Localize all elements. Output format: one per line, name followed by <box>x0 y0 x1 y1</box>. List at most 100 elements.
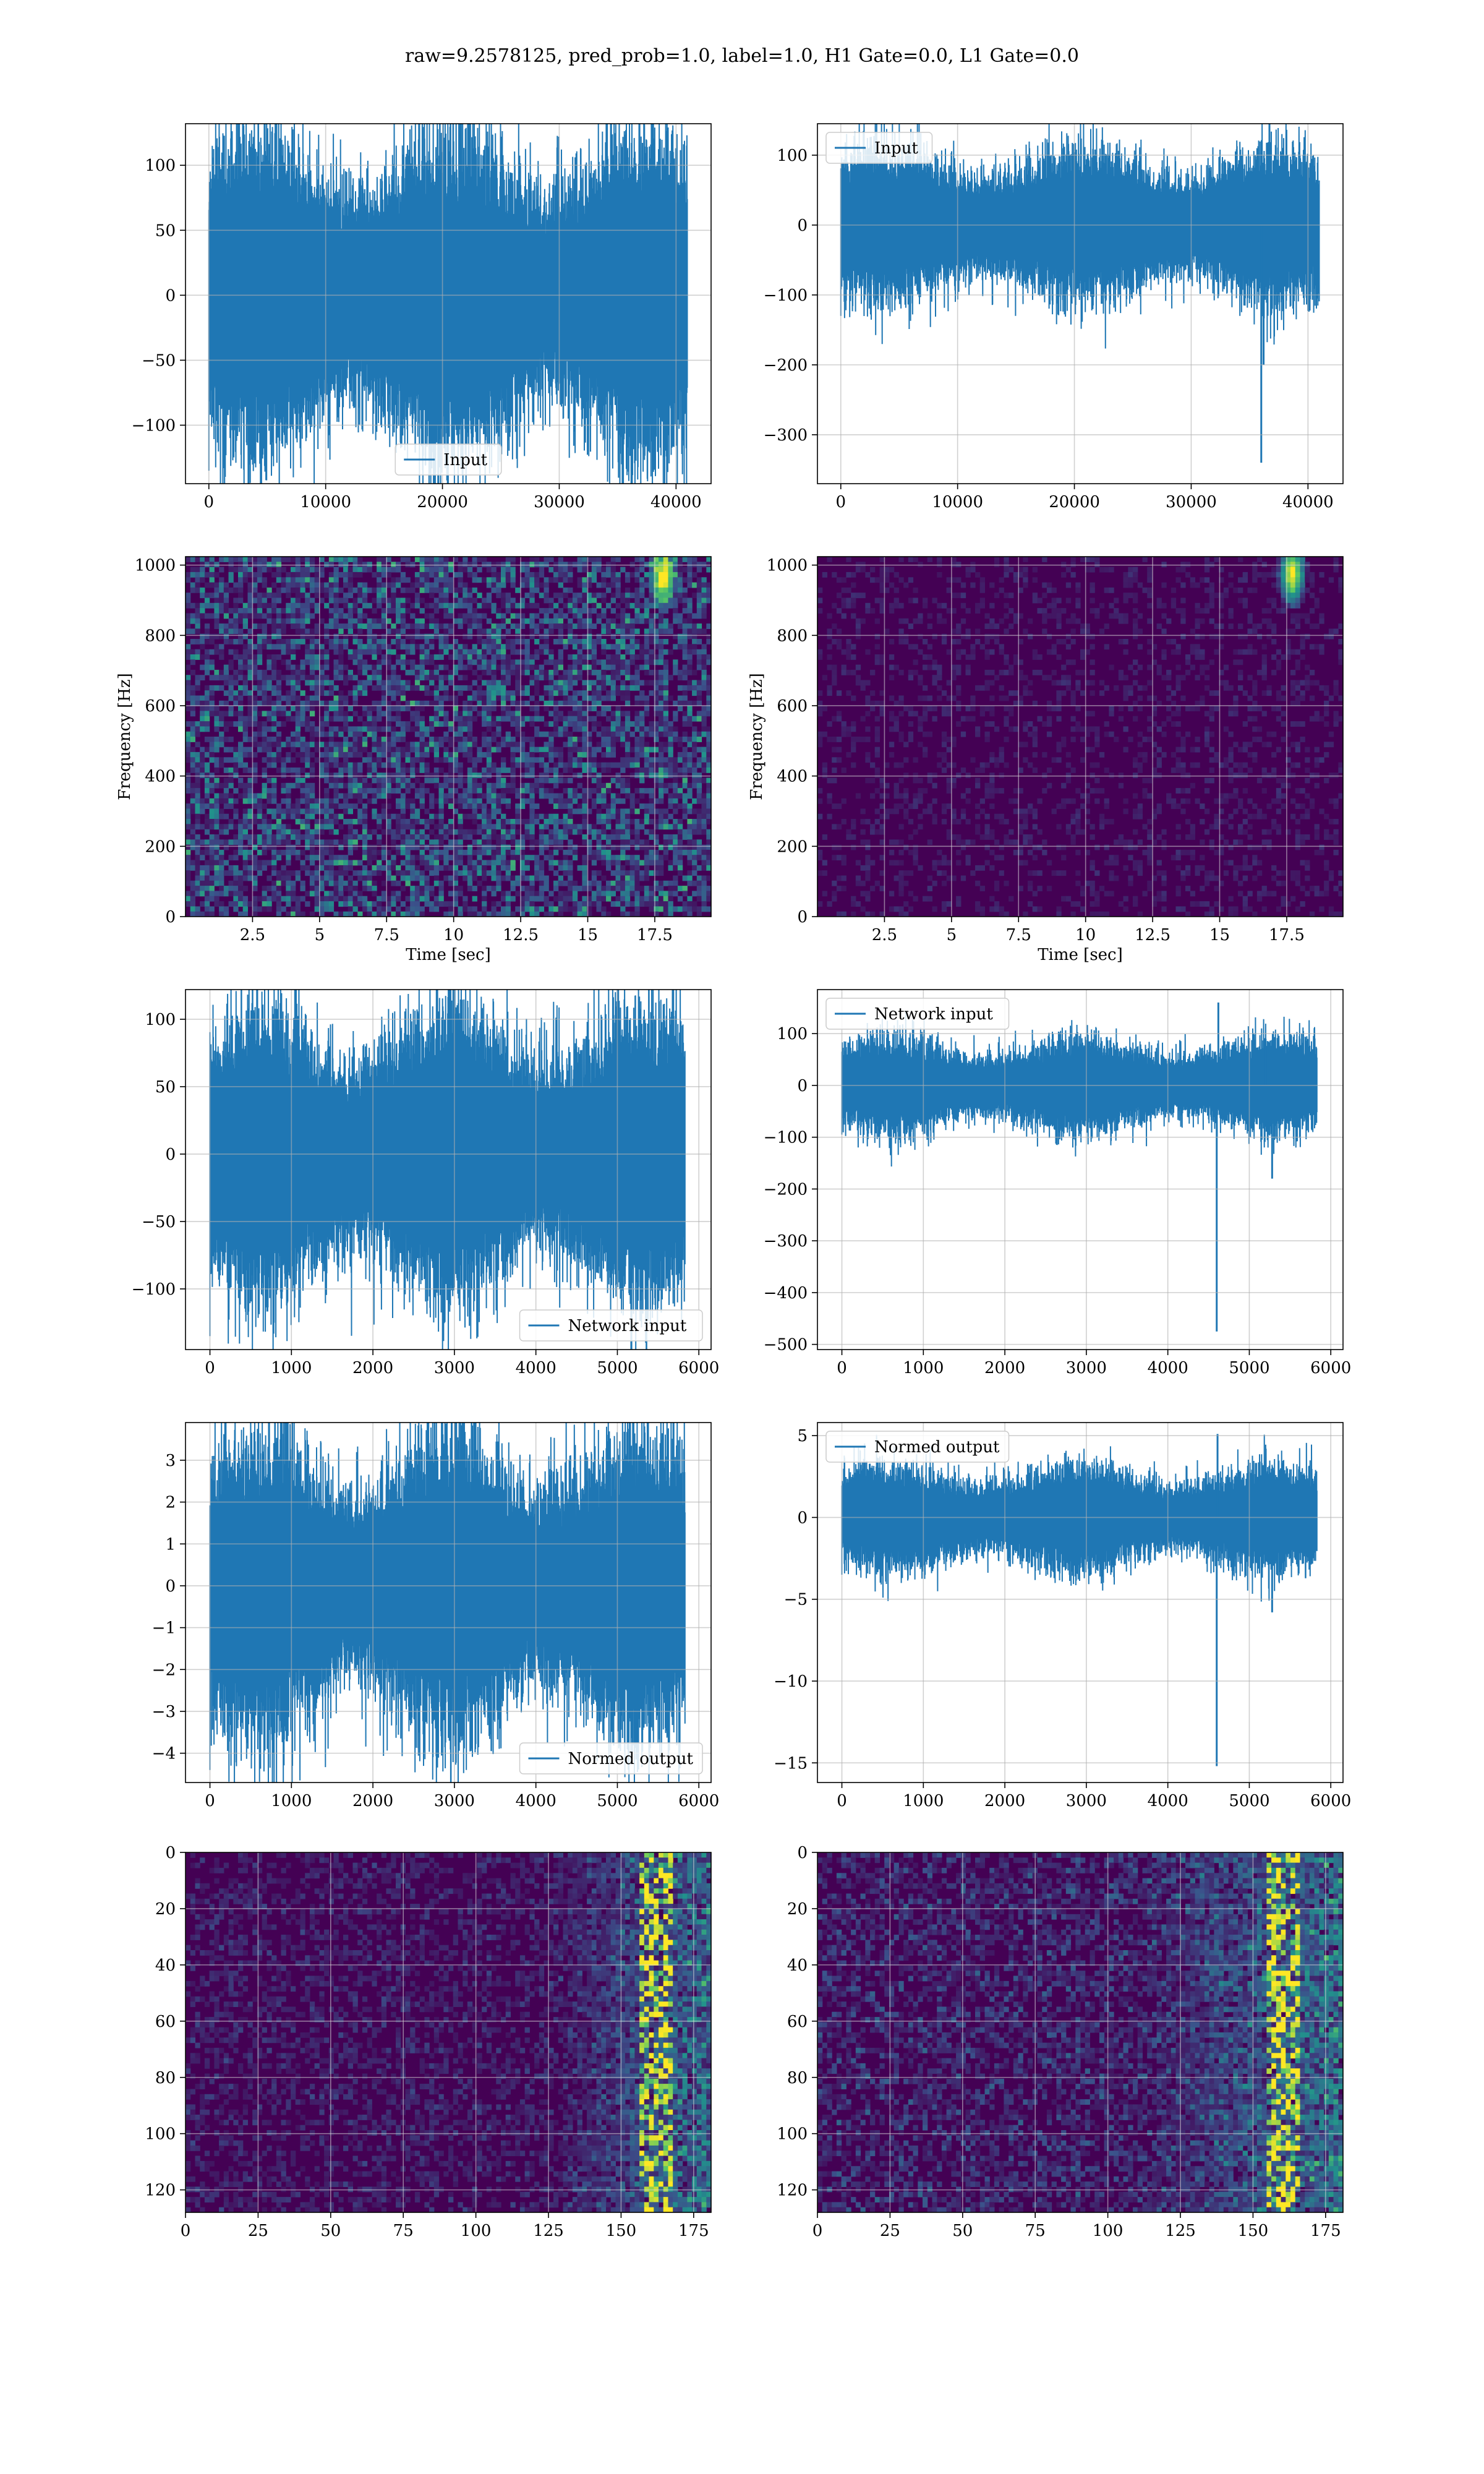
x-tick-label: 40000 <box>1282 493 1334 511</box>
x-tick-label: 30000 <box>534 493 585 511</box>
x-tick-label: 0 <box>204 493 215 511</box>
x-tick-label: 175 <box>1310 2222 1341 2240</box>
y-tick-label: 80 <box>155 2069 176 2087</box>
grid <box>817 557 1343 917</box>
y-tick-label: 0 <box>165 908 176 927</box>
y-tick-label: 50 <box>155 221 176 240</box>
y-tick-label: −100 <box>764 286 808 305</box>
legend-label: Input <box>443 451 487 469</box>
x-tick-label: 7.5 <box>1006 926 1031 944</box>
y-tick-label: −100 <box>132 1280 176 1299</box>
grid <box>186 1852 711 2212</box>
y-tick-label: 1000 <box>135 557 176 575</box>
x-tick-label: 12.5 <box>503 926 539 944</box>
y-tick-label: 800 <box>145 627 176 645</box>
x-tick-label: 3000 <box>434 1792 475 1810</box>
subplot-2: 0 10000 20000 30000 40000 −300 −200 −100 0 100 Inp… <box>764 123 1344 511</box>
y-tick-label: −4 <box>152 1745 176 1763</box>
subplot-8: 0 1000 2000 3000 4000 5000 6000 −15 −10 −5 0 5 Norme… <box>774 1422 1351 1810</box>
y-tick-label: 120 <box>777 2181 808 2200</box>
y-tick-label: −5 <box>784 1591 808 1609</box>
grid <box>186 1423 711 1783</box>
x-tick-label: 17.5 <box>637 926 673 944</box>
x-tick-label: 3000 <box>434 1359 475 1377</box>
axes-frame <box>185 556 712 917</box>
axes-frame <box>817 1852 1344 2213</box>
y-tick-label: 200 <box>777 837 808 856</box>
grid <box>817 1423 1343 1783</box>
y-tick-label: −400 <box>764 1284 808 1303</box>
x-tick-label: 175 <box>678 2222 709 2240</box>
x-tick-label: 6000 <box>678 1359 719 1377</box>
series-line <box>840 124 1320 349</box>
axes-frame <box>817 1422 1344 1783</box>
subplot-9: 0 25 50 75 100 125 150 175 0 20 40 60 80 100 120 <box>145 1844 712 2240</box>
x-tick-label: 100 <box>1093 2222 1124 2240</box>
y-tick-label: 40 <box>155 1956 176 1975</box>
y-tick-label: 100 <box>145 156 176 175</box>
x-tick-label: 20000 <box>417 493 468 511</box>
x-tick-label: 7.5 <box>374 926 399 944</box>
plot-area <box>817 124 1343 484</box>
x-tick-label: 6000 <box>1310 1359 1351 1377</box>
axes-frame <box>817 123 1344 484</box>
y-tick-label: 80 <box>787 2069 808 2087</box>
plot-area <box>186 1852 711 2212</box>
y-tick-label: 0 <box>165 1577 176 1596</box>
x-tick-label: 3000 <box>1066 1792 1107 1810</box>
subplot-5: 0 1000 2000 3000 4000 5000 6000 −100 −50 0 50 100 Ne… <box>132 989 719 1377</box>
x-tick-label: 0 <box>181 2222 191 2240</box>
subplot-3: 2.5 5 7.5 10 12.5 15 17.5 0 200 400 600 800 1000 Time… <box>116 556 712 964</box>
x-tick-label: 0 <box>205 1359 215 1377</box>
legend-label: Network input <box>568 1317 687 1335</box>
plot-area <box>817 1423 1343 1783</box>
y-tick-label: 100 <box>777 2125 808 2144</box>
x-tick-label: 150 <box>606 2222 637 2240</box>
y-tick-label: 600 <box>777 697 808 716</box>
x-tick-label: 50 <box>952 2222 973 2240</box>
axes-frame <box>185 123 712 484</box>
y-tick-label: 100 <box>145 2125 176 2144</box>
y-tick-label: 5 <box>797 1427 808 1445</box>
y-tick-label: 600 <box>145 697 176 716</box>
x-tick-label: 2.5 <box>240 926 265 944</box>
legend: Input <box>825 132 933 164</box>
legend-label: Network input <box>874 1005 993 1024</box>
x-tick-label: 1000 <box>903 1359 944 1377</box>
y-tick-label: 40 <box>787 1956 808 1975</box>
heatmap-cells <box>186 557 711 917</box>
y-tick-label: −15 <box>774 1754 808 1773</box>
legend-label: Normed output <box>874 1438 1000 1457</box>
x-tick-label: 20000 <box>1049 493 1100 511</box>
x-tick-label: 0 <box>836 493 846 511</box>
x-tick-label: 10 <box>443 926 464 944</box>
grid <box>186 557 711 917</box>
x-tick-label: 10000 <box>300 493 351 511</box>
y-tick-label: −200 <box>764 356 808 375</box>
y-tick-label: −200 <box>764 1180 808 1199</box>
y-tick-label: −100 <box>132 416 176 435</box>
series-line <box>208 124 688 484</box>
grid <box>186 124 711 484</box>
x-tick-label: 4000 <box>1148 1792 1188 1810</box>
plot-area <box>186 990 711 1350</box>
y-tick-label: −10 <box>774 1672 808 1691</box>
axes-frame <box>817 556 1344 917</box>
y-tick-label: 200 <box>145 837 176 856</box>
series-line <box>209 990 686 1350</box>
series-line <box>841 1011 1318 1167</box>
x-tick-label: 40000 <box>650 493 702 511</box>
y-tick-label: −1 <box>152 1619 176 1638</box>
x-tick-label: 12.5 <box>1135 926 1171 944</box>
y-tick-label: 0 <box>797 908 808 927</box>
x-tick-label: 15 <box>578 926 598 944</box>
plot-area <box>186 557 711 917</box>
x-tick-label: 5 <box>315 926 325 944</box>
subplot-7: 0 1000 2000 3000 4000 5000 6000 −4 −3 −2 −1 0 1 2 3 Nor… <box>152 1422 719 1810</box>
subplot-4: 2.5 5 7.5 10 12.5 15 17.5 0 200 400 600 800 1000 Time… <box>748 556 1344 964</box>
x-tick-label: 0 <box>837 1792 847 1810</box>
x-tick-label: 100 <box>461 2222 492 2240</box>
x-tick-label: 5000 <box>1229 1792 1269 1810</box>
y-tick-label: 20 <box>155 1900 176 1919</box>
grid <box>186 990 711 1350</box>
